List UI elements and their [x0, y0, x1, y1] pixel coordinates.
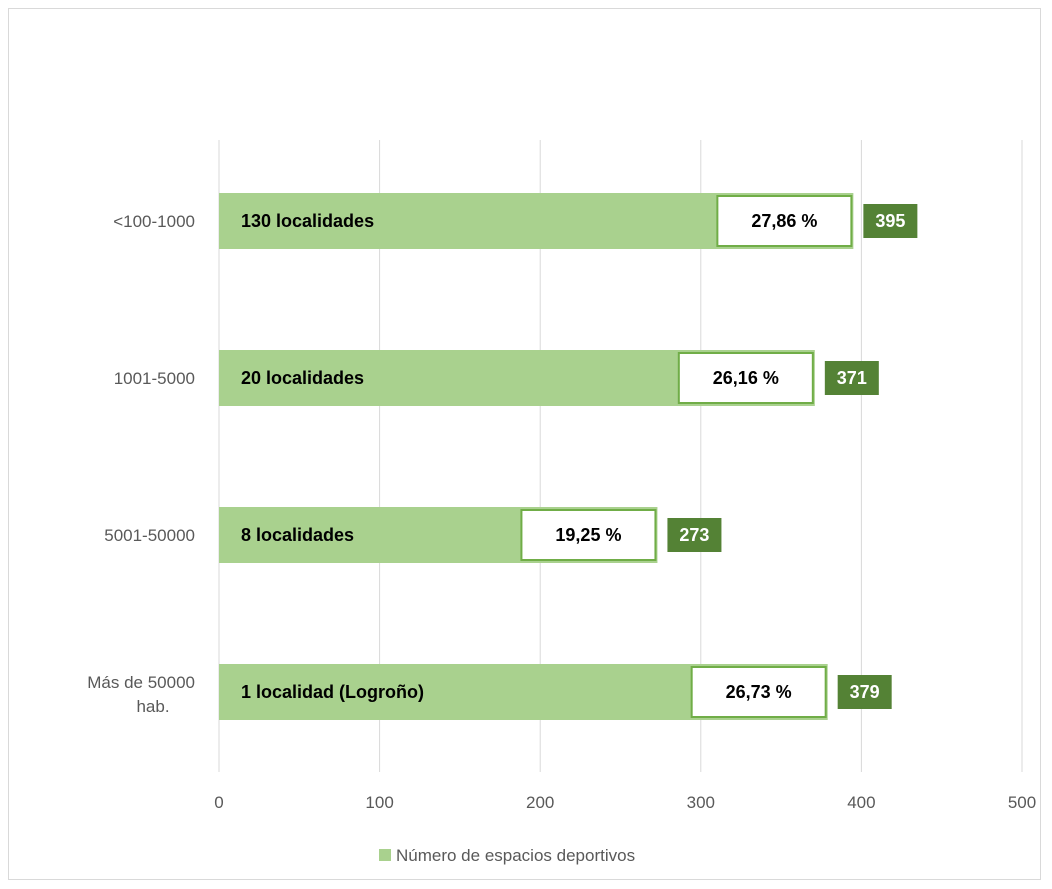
value-label-3: 273	[679, 525, 709, 545]
percent-box-4	[690, 666, 827, 718]
x-tick-label-0: 0	[214, 793, 223, 812]
percent-label-1: 27,86 %	[751, 211, 817, 231]
bar-label-4: 1 localidad (Logroño)	[241, 682, 424, 702]
legend-swatch	[379, 849, 391, 861]
percent-box-1	[716, 195, 853, 247]
legend-label: Número de espacios deportivos	[396, 846, 635, 865]
x-tick-label-400: 400	[847, 793, 875, 812]
value-label-4: 379	[850, 682, 880, 702]
value-box-2	[824, 361, 879, 395]
percent-box-2	[677, 352, 814, 404]
bar-label-2: 20 localidades	[241, 368, 364, 388]
value-label-1: 395	[875, 211, 905, 231]
value-box-1	[863, 204, 918, 238]
value-box-4	[837, 675, 892, 709]
value-label-2: 371	[837, 368, 867, 388]
x-tick-label-100: 100	[365, 793, 393, 812]
x-tick-label-300: 300	[687, 793, 715, 812]
bar-label-1: 130 localidades	[241, 211, 374, 231]
percent-box-3	[520, 509, 657, 561]
category-label-3: 5001-50000	[104, 526, 195, 545]
category-label-4: Más de 50000 hab.	[87, 673, 195, 716]
bar-label-3: 8 localidades	[241, 525, 354, 545]
percent-label-3: 19,25 %	[555, 525, 621, 545]
chart-frame	[8, 8, 1041, 880]
category-label-1: <100-1000	[113, 212, 195, 231]
percent-label-4: 26,73 %	[726, 682, 792, 702]
category-label-line: hab.	[136, 697, 169, 716]
value-box-3	[667, 518, 722, 552]
category-label-line: Más de 50000	[87, 673, 195, 692]
x-tick-label-500: 500	[1008, 793, 1036, 812]
percent-label-2: 26,16 %	[713, 368, 779, 388]
category-label-2: 1001-5000	[114, 369, 195, 388]
x-tick-label-200: 200	[526, 793, 554, 812]
